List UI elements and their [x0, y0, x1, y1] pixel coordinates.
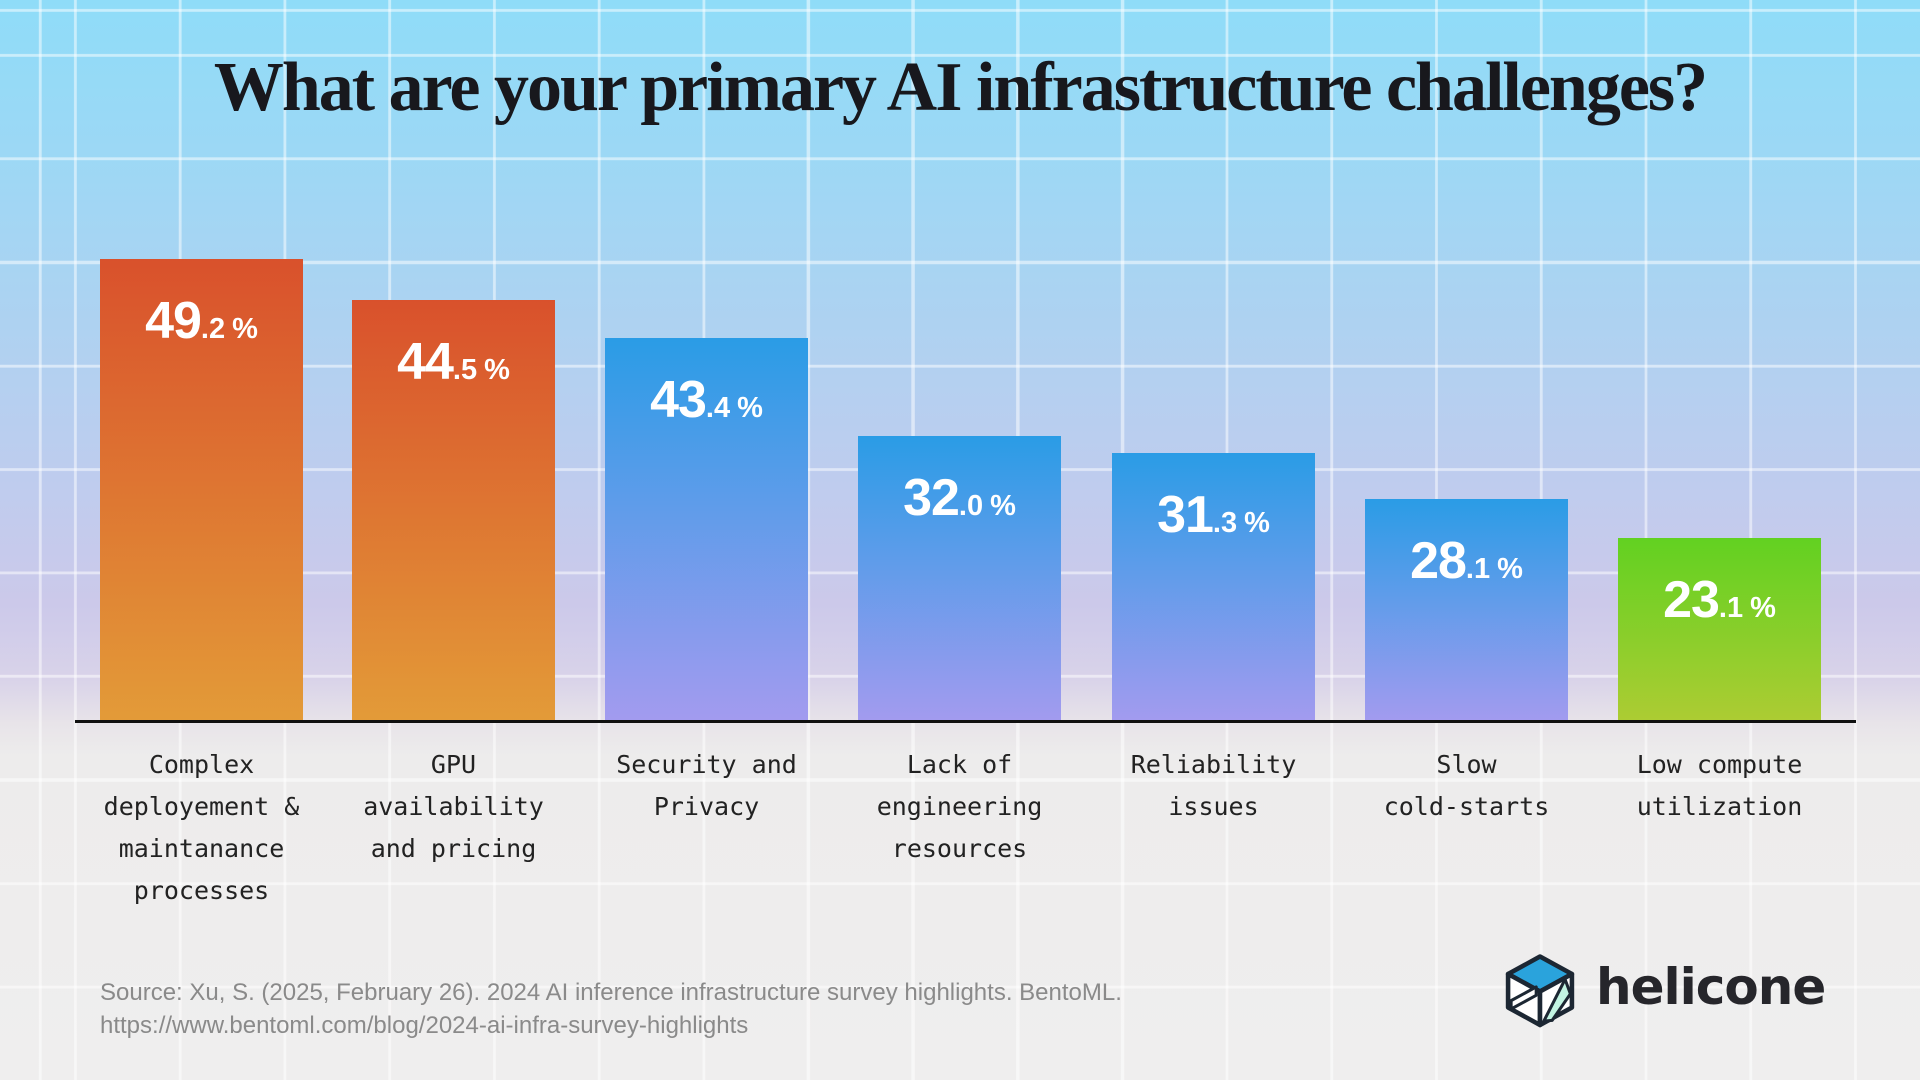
bar-value-frac: .2 [200, 313, 226, 345]
bar-value-unit: % [1750, 592, 1776, 624]
bar-category-label: Complex deployement & maintanance proces… [103, 750, 300, 905]
chart-title: What are your primary AI infrastructure … [213, 49, 1708, 126]
bar-value-unit: % [232, 313, 258, 345]
bar-value-int: 49 [145, 292, 202, 350]
helicone-wordmark: helicone [1596, 958, 1826, 1016]
bar-value-unit: % [737, 392, 763, 424]
bar-fill [1365, 499, 1568, 722]
bar-value-frac: .1 [1718, 592, 1744, 624]
bar-value-int: 31 [1157, 486, 1214, 544]
bar-category-label: Low compute utilization [1636, 750, 1803, 821]
bar-value-unit: % [990, 490, 1016, 522]
bar-value: 44.5% [352, 300, 555, 392]
bar-value: 31.3% [1112, 453, 1315, 545]
bar-value: 43.4% [605, 338, 808, 430]
bar-value-int: 44 [397, 333, 454, 391]
bar-value-frac: .1 [1465, 553, 1491, 585]
bar-value-frac: .0 [958, 490, 984, 522]
bar-category-label: Security and Privacy [616, 750, 797, 821]
bar-value-unit: % [484, 354, 510, 386]
bar-fill [605, 338, 808, 722]
source-line-1: Source: Xu, S. (2025, February 26). 2024… [100, 979, 1122, 1006]
bar-value-frac: .4 [705, 392, 731, 424]
source-citation: Source: Xu, S. (2025, February 26). 2024… [100, 976, 1122, 1042]
bar: 23.1% [1618, 538, 1821, 722]
bar-fill [858, 436, 1061, 722]
bar-value: 32.0% [858, 436, 1061, 528]
bar-value-unit: % [1497, 553, 1523, 585]
bar-value-int: 32 [903, 469, 960, 527]
bar-category-label: Slow cold-starts [1383, 750, 1550, 821]
bar: 44.5% [352, 300, 555, 722]
bar-category-label: Reliability issues [1130, 750, 1297, 821]
bar-value-int: 28 [1410, 532, 1467, 590]
bar-fill [1618, 538, 1821, 722]
bar: 31.3% [1112, 453, 1315, 722]
bar-category-label: GPU availability and pricing [363, 750, 544, 863]
bar-fill [100, 259, 303, 722]
x-axis-line [75, 720, 1856, 723]
bar-value-frac: .5 [452, 354, 478, 386]
source-line-2: https://www.bentoml.com/blog/2024-ai-inf… [100, 1012, 749, 1039]
helicone-logo: helicone [1502, 952, 1826, 1028]
bar-fill [352, 300, 555, 722]
bar: 32.0% [858, 436, 1061, 722]
bar: 28.1% [1365, 499, 1568, 722]
bar-value: 28.1% [1365, 499, 1568, 591]
bar-value-unit: % [1244, 507, 1270, 539]
bar-value-frac: .3 [1212, 507, 1238, 539]
bar: 49.2% [100, 259, 303, 722]
bar: 43.4% [605, 338, 808, 722]
bar-value-int: 23 [1663, 571, 1720, 629]
bar-value: 49.2% [100, 259, 303, 351]
bar-fill [1112, 453, 1315, 722]
helicone-cube-icon [1505, 954, 1575, 1028]
bar-value-int: 43 [650, 371, 707, 429]
bar-value: 23.1% [1618, 538, 1821, 630]
bar-category-label: Lack of engineering resources [876, 750, 1043, 863]
